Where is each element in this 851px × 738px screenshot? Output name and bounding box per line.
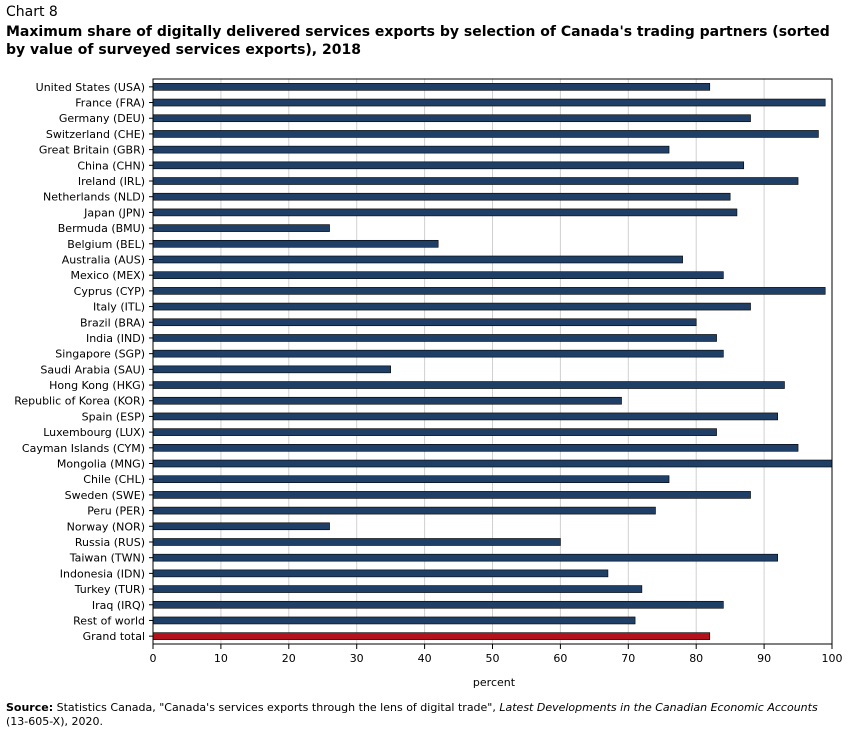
x-tick-label: 100: [822, 652, 843, 665]
source-note: Source: Statistics Canada, "Canada's ser…: [6, 701, 841, 729]
category-label: Spain (ESP): [82, 410, 145, 423]
bar: [152, 365, 391, 374]
bar: [152, 98, 826, 107]
category-label: Republic of Korea (KOR): [14, 395, 145, 408]
bar: [152, 130, 819, 138]
category-labels: United States (USA) France (FRA) Germany (…: [14, 81, 153, 643]
bar: [152, 161, 745, 170]
category-label: India (IND): [86, 332, 145, 345]
source-text: Statistics Canada, "Canada's services ex…: [53, 701, 500, 714]
category-label: Chile (CHL): [83, 473, 145, 486]
bar: [152, 302, 751, 311]
category-label: Singapore (SGP): [55, 348, 145, 361]
category-label: Australia (AUS): [62, 253, 145, 266]
bar: [152, 600, 724, 609]
bar: [152, 616, 636, 625]
bar: [152, 428, 717, 436]
bar: [152, 83, 711, 91]
category-label: Taiwan (TWN): [69, 552, 145, 565]
category-label: Germany (DEU): [59, 112, 145, 125]
bar: [152, 506, 656, 515]
category-label: Grand total: [83, 630, 145, 643]
source-publication: Latest Developments in the Canadian Econ…: [499, 701, 818, 714]
category-label: Saudi Arabia (SAU): [40, 363, 145, 376]
category-label: Italy (ITL): [93, 301, 145, 314]
x-tick-label: 40: [418, 652, 432, 665]
category-label: Peru (PER): [87, 505, 145, 518]
chart-number: Chart 8: [6, 4, 58, 20]
category-label: France (FRA): [75, 97, 145, 110]
x-tick-label: 90: [757, 652, 771, 665]
bar-grand-total: [152, 632, 711, 640]
bar: [152, 522, 330, 531]
category-label: Turkey (TUR): [74, 583, 145, 596]
x-axis-label: percent: [473, 676, 516, 689]
chart-title: Maximum share of digitally delivered ser…: [6, 24, 830, 58]
category-label: Brazil (BRA): [80, 316, 145, 329]
x-tick-label: 50: [486, 652, 500, 665]
bar: [152, 192, 731, 201]
x-tick-label: 20: [282, 652, 296, 665]
x-tick-label: 60: [553, 652, 567, 665]
bar: [152, 287, 826, 295]
x-tick-label: 10: [214, 652, 228, 665]
category-label: Mexico (MEX): [71, 269, 145, 282]
category-label: Netherlands (NLD): [43, 191, 145, 204]
bar: [152, 412, 778, 421]
category-label: Japan (JPN): [83, 206, 145, 219]
category-label: Belgium (BEL): [67, 238, 145, 251]
category-label: Cayman Islands (CYM): [22, 442, 145, 455]
x-tick-label: 80: [689, 652, 703, 665]
category-label: Hong Kong (HKG): [49, 379, 145, 392]
category-label: Mongolia (MNG): [57, 458, 145, 471]
category-label: Ireland (IRL): [78, 175, 145, 188]
bar: [152, 334, 717, 342]
bar: [152, 538, 561, 546]
category-label: Sweden (SWE): [65, 489, 145, 502]
category-label: Indonesia (IDN): [60, 567, 145, 580]
bar: [152, 177, 799, 185]
category-label: Bermuda (BMU): [58, 222, 145, 235]
category-label: Rest of world: [73, 614, 145, 627]
bar: [152, 491, 751, 499]
x-tick-label: 0: [150, 652, 157, 665]
category-label: China (CHN): [77, 159, 145, 172]
source-label: Source:: [6, 701, 54, 714]
category-label: Russia (RUS): [75, 536, 145, 549]
bar: [152, 208, 738, 217]
category-label: Norway (NOR): [67, 520, 145, 533]
category-label: Cyprus (CYP): [74, 285, 145, 298]
bar: [152, 271, 724, 279]
x-axis-ticks: 0 10 20 30 40 50 60 70 80 90 100: [150, 644, 843, 665]
bar: [152, 585, 643, 593]
bar: [152, 239, 439, 248]
bar: [152, 114, 751, 123]
category-label: Great Britain (GBR): [39, 144, 145, 157]
bar: [152, 444, 799, 452]
bar: [152, 255, 683, 264]
bar: [152, 459, 833, 468]
category-label: Switzerland (CHE): [46, 128, 145, 141]
category-label: Luxembourg (LUX): [43, 426, 145, 439]
bar: [152, 396, 622, 405]
bar: [152, 145, 670, 154]
category-label: United States (USA): [36, 81, 145, 94]
bar: [152, 318, 697, 327]
bar-chart: United States (USA) France (FRA) Germany (…: [14, 78, 843, 689]
x-tick-label: 30: [350, 652, 364, 665]
bar: [152, 569, 609, 578]
bar: [152, 224, 330, 232]
bar: [152, 381, 785, 389]
category-label: Iraq (IRQ): [92, 599, 145, 612]
x-tick-label: 70: [621, 652, 635, 665]
bar: [152, 475, 670, 484]
bar: [152, 553, 778, 562]
bar: [152, 349, 724, 358]
source-text-end: (13-605-X), 2020.: [6, 715, 103, 728]
gridlines: [220, 79, 765, 644]
